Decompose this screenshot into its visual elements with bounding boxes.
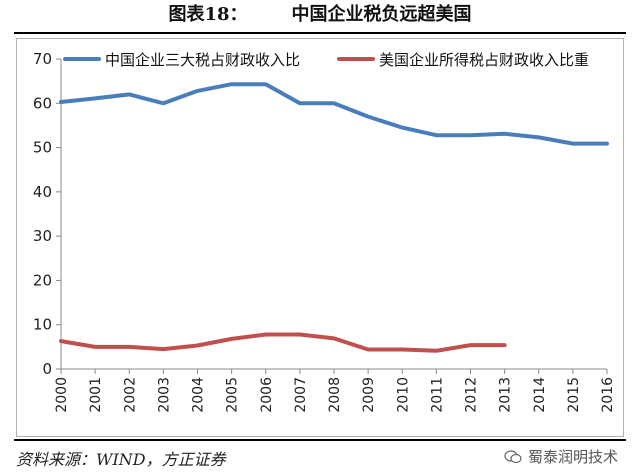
watermark-text: 蜀泰润明技术 <box>527 448 618 466</box>
x-tick-label: 2007 <box>293 377 309 413</box>
top-rule <box>14 32 626 34</box>
x-tick-label: 2005 <box>225 377 241 413</box>
x-tick-label: 2004 <box>191 377 207 413</box>
line-chart: 0 10 20 30 40 50 60 70 2000 2001 2002 2003 2004 2005 2… <box>33 50 616 413</box>
legend-label-1: 中国企业三大税占财政收入比 <box>105 51 300 69</box>
y-tick-label: 10 <box>33 316 52 334</box>
wechat-icon <box>504 449 522 463</box>
x-tick-label: 2006 <box>259 377 275 413</box>
figure-title: 图表18： 中国企业税负远超美国 <box>0 0 640 30</box>
x-tick-label: 2011 <box>429 377 445 413</box>
y-tick-label: 50 <box>33 139 52 157</box>
y-tick-label: 20 <box>33 271 52 289</box>
x-tick-label: 2014 <box>532 377 548 413</box>
chart-frame: 0 10 20 30 40 50 60 70 2000 2001 2002 2003 2004 2005 2… <box>16 38 624 437</box>
series-line-2 <box>59 332 507 353</box>
x-tick-label: 2016 <box>600 377 616 413</box>
x-tick-label: 2012 <box>464 377 480 413</box>
y-tick-label: 60 <box>33 94 52 112</box>
series-line-1 <box>59 82 609 146</box>
x-tick-label: 2010 <box>395 377 411 413</box>
y-tick-label: 30 <box>33 227 52 245</box>
chart-title: 中国企业税负远超美国 <box>291 4 472 25</box>
x-tick-label: 2001 <box>88 377 104 413</box>
x-tick-label: 2015 <box>566 377 582 413</box>
x-tick-label: 2002 <box>122 377 138 413</box>
y-tick-label: 40 <box>33 183 52 201</box>
bottom-rule <box>14 439 626 441</box>
x-tick-label: 2008 <box>327 377 343 413</box>
x-tick-label: 2000 <box>54 377 70 413</box>
figure-label: 图表18： <box>168 4 248 25</box>
watermark: 蜀泰润明技术 <box>504 446 618 467</box>
legend-label-2: 美国企业所得税占财政收入比重 <box>379 51 589 69</box>
x-tick-label: 2003 <box>156 377 172 413</box>
source-note: 资料来源：WIND，方正证券 <box>16 450 226 469</box>
x-tick-label: 2013 <box>498 377 514 413</box>
x-tick-label: 2009 <box>361 377 377 413</box>
y-tick-label: 0 <box>42 360 52 378</box>
y-tick-label: 70 <box>33 50 52 68</box>
